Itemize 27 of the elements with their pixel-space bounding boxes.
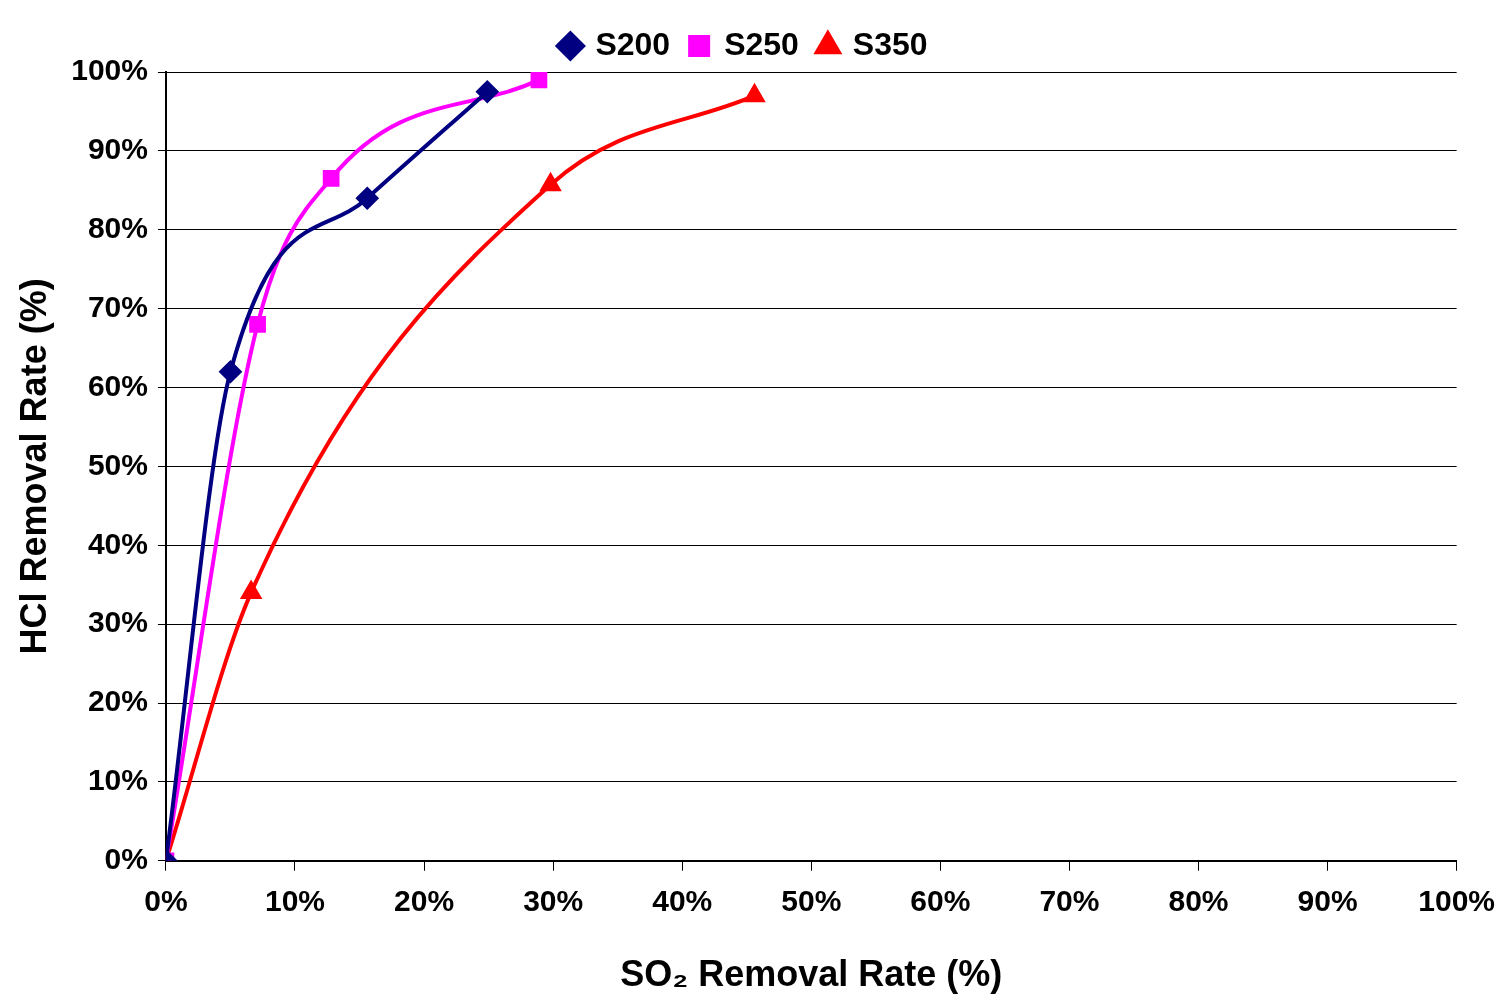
y-tick-label: 10% xyxy=(87,763,148,797)
y-tick-label: 80% xyxy=(87,211,148,245)
x-tick-label: 90% xyxy=(1297,884,1358,918)
x-tick-label: 70% xyxy=(1039,884,1100,918)
y-axis-title: HCl Removal Rate (%) xyxy=(12,278,54,655)
x-tick-label: 100% xyxy=(1418,884,1495,918)
x-tick-label: 30% xyxy=(523,884,584,918)
y-tick-label: 100% xyxy=(71,53,148,87)
x-tick-label: 20% xyxy=(394,884,455,918)
y-tick-label: 60% xyxy=(87,368,148,402)
y-tick-label: 0% xyxy=(104,842,148,876)
legend-label: S250 xyxy=(724,25,799,62)
x-tick-label: 60% xyxy=(910,884,971,918)
x-tick-label: 10% xyxy=(264,884,326,918)
legend-label: S200 xyxy=(595,25,671,62)
y-tick-label: 50% xyxy=(87,447,148,481)
y-tick-label: 90% xyxy=(87,132,148,166)
y-tick-label: 20% xyxy=(87,684,148,718)
legend-label: S350 xyxy=(852,25,928,62)
x-tick-label: 80% xyxy=(1168,884,1229,918)
x-tick-label: 0% xyxy=(144,884,188,918)
y-tick-label: 30% xyxy=(87,605,148,639)
y-tick-label: 70% xyxy=(87,289,148,323)
y-tick-label: 40% xyxy=(87,526,148,560)
x-axis-title: SO₂ Removal Rate (%) xyxy=(620,953,1003,995)
x-tick-label: 50% xyxy=(781,884,842,918)
x-tick-label: 40% xyxy=(652,884,713,918)
